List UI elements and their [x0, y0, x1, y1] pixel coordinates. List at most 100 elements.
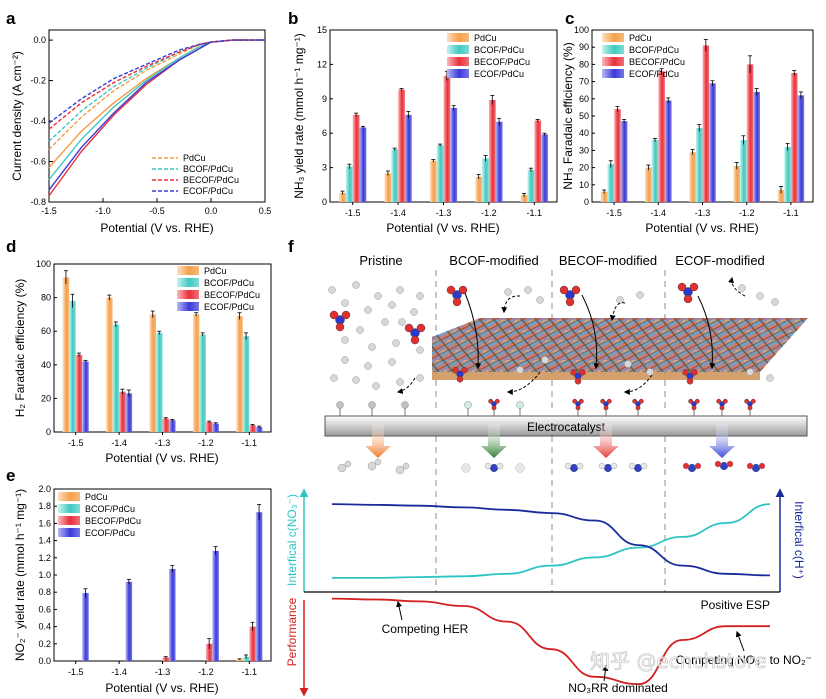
panel-a: a -1.5 -1.0 -0.5 0.0 0.5 0.0 -0.2 -0.4 -0.6 -0.8…	[6, 9, 271, 235]
bar	[790, 73, 798, 202]
y-tick-label: 0	[322, 197, 327, 207]
y-tick-label: 80	[41, 293, 51, 303]
atom	[576, 462, 584, 470]
y-tick-label: 0.8	[38, 587, 51, 597]
panel-b: b -1.5 -1.4 -1.3 -1.2 -1.1 0 3 6 9 12 15 Potential…	[288, 9, 558, 235]
h-atom	[374, 292, 382, 300]
atom	[682, 462, 690, 470]
arrow-down-orange	[365, 424, 391, 458]
atom	[694, 398, 700, 404]
legend-label: PdCu	[474, 33, 497, 43]
h-atom	[388, 301, 396, 309]
y-tick-label: 1.8	[38, 501, 51, 511]
pin-atom	[464, 401, 472, 409]
y-tick-label: -0.8	[30, 197, 46, 207]
h-atom	[541, 356, 549, 364]
bar	[753, 91, 760, 202]
atom	[564, 462, 572, 470]
atom	[714, 460, 722, 468]
panel-letter-b: b	[288, 9, 298, 28]
bar	[82, 361, 89, 432]
atom	[598, 462, 606, 470]
atom	[606, 398, 612, 404]
atom	[579, 369, 586, 376]
y-tick-label: 30	[579, 145, 589, 155]
h-atom	[398, 318, 406, 326]
bar	[614, 109, 621, 202]
legend-label: ECOF/PdCu	[474, 69, 524, 79]
bar	[236, 659, 243, 661]
atom	[686, 378, 694, 385]
bar	[620, 121, 628, 202]
bar	[106, 297, 113, 432]
watermark: 知乎 @ecnchstore	[590, 649, 767, 673]
bar	[695, 128, 703, 202]
h-atom	[416, 346, 424, 354]
legend-swatch	[447, 69, 469, 78]
atom	[746, 462, 754, 470]
bar	[169, 568, 176, 661]
x-tick-label: -1.3	[436, 208, 452, 218]
h-atom	[337, 463, 347, 473]
bars-b: -1.5 -1.4 -1.3 -1.2 -1.1 0 3 6 9 12 15	[317, 25, 548, 218]
bar	[199, 334, 206, 432]
legend-label: ECOF/PdCu	[183, 186, 233, 196]
legend-d: PdCu BCOF/PdCu BECOF/PdCu ECOF/PdCu	[177, 266, 260, 312]
atom	[747, 405, 753, 411]
h-atom	[646, 368, 654, 376]
atom	[638, 398, 644, 404]
bar	[119, 391, 126, 432]
label-no3rr-dominated: NO₃RR dominated	[568, 681, 668, 695]
bar	[398, 89, 405, 202]
legend-swatch	[602, 33, 624, 42]
bar	[75, 354, 83, 432]
atom	[575, 405, 581, 411]
atom	[416, 323, 426, 333]
bar	[384, 173, 392, 202]
atom	[677, 282, 687, 292]
column-header-pristine: Pristine	[359, 253, 402, 268]
arrow-down-green	[481, 424, 507, 458]
y-axis-label-e: NO₂⁻ yield rate (mmol h⁻¹ mg⁻¹)	[13, 489, 27, 661]
atom	[491, 405, 497, 411]
y-axis-ticks-a: 0.0 -0.2 -0.4 -0.6 -0.8	[30, 35, 53, 207]
bar	[520, 195, 528, 202]
y-tick-label: 60	[41, 326, 51, 336]
h-atom	[771, 298, 779, 306]
h-atom	[372, 382, 380, 390]
curve-c-no3	[331, 503, 771, 579]
label-competing-her: Competing HER	[382, 622, 469, 636]
bar	[249, 425, 256, 432]
h-atom	[396, 286, 404, 294]
legend-swatch	[602, 57, 624, 66]
h-atom	[395, 465, 405, 475]
panel-letter-f: f	[288, 237, 294, 256]
bar	[359, 127, 367, 202]
h-atom	[381, 318, 389, 326]
bar	[236, 316, 243, 432]
atom	[752, 464, 761, 473]
y-tick-label: 60	[579, 94, 589, 104]
h-atom	[330, 374, 338, 382]
atom	[691, 369, 698, 376]
h-atom	[367, 461, 377, 471]
legend-swatch	[177, 290, 199, 299]
bar	[797, 95, 805, 202]
atom	[726, 460, 734, 468]
y-tick-label: 9	[322, 94, 327, 104]
x-tick-label: -1.4	[390, 208, 406, 218]
legend-swatch	[177, 302, 199, 311]
atom	[329, 310, 339, 320]
atom	[634, 464, 643, 473]
bar	[746, 64, 754, 203]
atom	[716, 398, 722, 404]
y-tick-label: 90	[579, 42, 589, 52]
x-tick-label: -1.4	[651, 208, 667, 218]
bar	[155, 332, 163, 432]
y-tick-label: 1.4	[38, 536, 51, 546]
bar	[255, 426, 263, 432]
bar	[149, 314, 156, 432]
pathway-arrows	[396, 276, 746, 395]
nitrate-molecules	[329, 282, 699, 385]
